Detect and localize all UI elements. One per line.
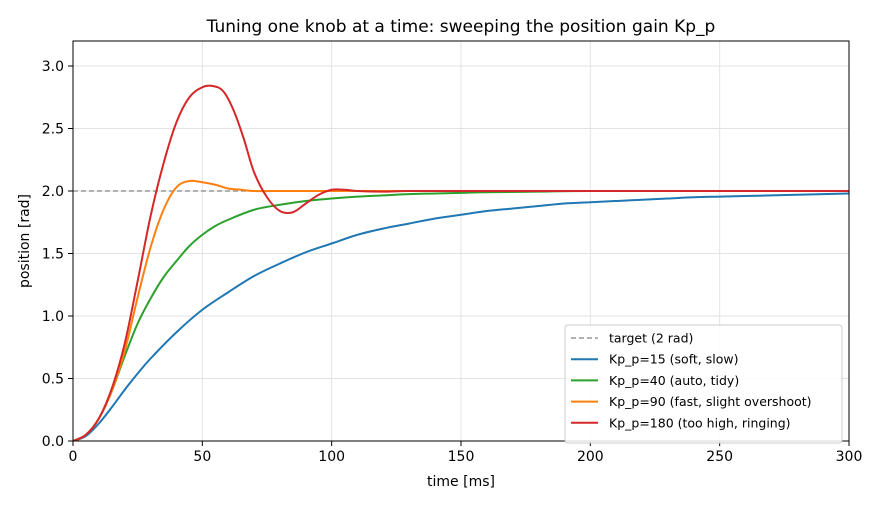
x-tick-label: 100 (318, 449, 345, 465)
legend: target (2 rad) Kp_p=15 (soft, slow) Kp_p=4… (564, 324, 843, 444)
chart-title: Tuning one knob at a time: sweeping the … (206, 17, 716, 37)
series-line-4 (73, 84, 849, 441)
x-tick-label: 0 (69, 449, 78, 465)
y-tick-label: 3.0 (42, 59, 64, 75)
y-tick-label: 0.0 (42, 434, 64, 450)
series-line-2 (73, 189, 849, 441)
y-tick-label: 0.5 (42, 372, 64, 388)
y-tick-label: 2.5 (42, 122, 64, 138)
legend-label: Kp_p=15 (soft, slow) (609, 352, 738, 367)
x-tick-label: 250 (706, 449, 733, 465)
x-tick-label: 200 (577, 449, 604, 465)
y-tick-label: 1.0 (42, 309, 64, 325)
y-axis-label: position [rad] (17, 194, 33, 288)
legend-label: target (2 rad) (609, 331, 693, 346)
y-tick-label: 2.0 (42, 184, 64, 200)
x-tick-label: 50 (193, 449, 211, 465)
x-axis-label: time [ms] (427, 474, 495, 490)
x-tick-label: 300 (836, 449, 863, 465)
legend-box (564, 324, 843, 444)
legend-label: Kp_p=40 (auto, tidy) (609, 373, 739, 388)
legend-label: Kp_p=90 (fast, slight overshoot) (609, 394, 812, 409)
series-layer (73, 84, 849, 441)
y-tick-label: 1.5 (42, 247, 64, 263)
series-line-1 (73, 192, 849, 441)
legend-label: Kp_p=180 (too high, ringing) (609, 415, 791, 430)
axis-ticks: 0 50 100 150 200 250 300 0.0 0.5 1.0 1.5 2.0 2.5 3.0 (42, 59, 863, 465)
x-tick-label: 150 (448, 449, 475, 465)
